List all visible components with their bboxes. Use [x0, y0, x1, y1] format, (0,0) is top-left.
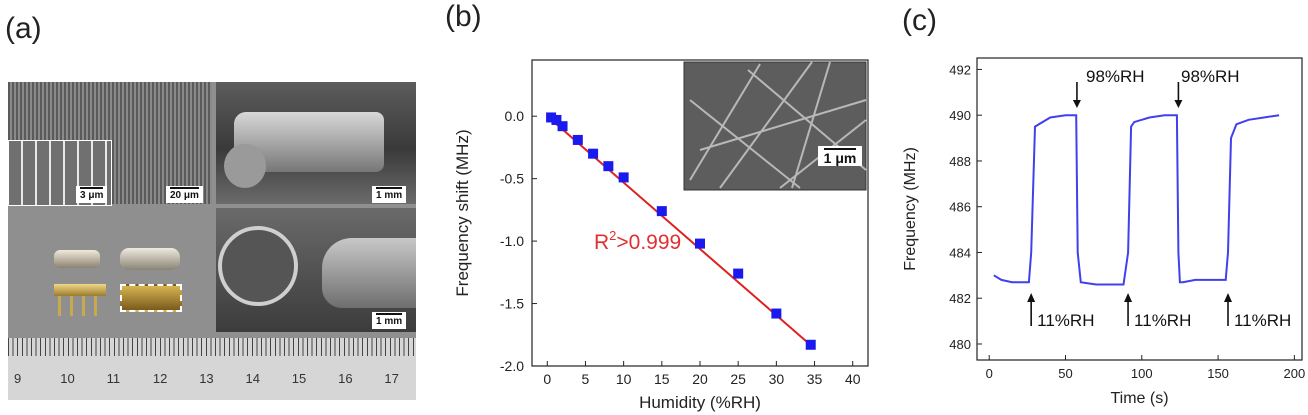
ruler-number: 12 [152, 371, 168, 386]
y-tick-label: -1.5 [500, 296, 524, 312]
data-point [546, 112, 557, 123]
ruler-number: 14 [245, 371, 260, 386]
data-point [695, 238, 705, 249]
y-tick-label: 484 [949, 245, 971, 260]
y-tick-label: 480 [949, 337, 971, 352]
x-tick-label: 30 [769, 371, 785, 387]
y-tick-label: 0.0 [505, 108, 525, 124]
x-tick-label: 20 [692, 371, 708, 387]
data-point [656, 206, 667, 217]
panel-b-label: (b) [445, 0, 482, 33]
humidity-label-top: 98%RH [1086, 67, 1145, 86]
inset-fiber [699, 99, 867, 151]
data-point [805, 339, 816, 350]
data-point [771, 308, 782, 319]
x-axis-label: Time (s) [1110, 390, 1168, 407]
y-axis-label: Frequency shift (MHz) [453, 129, 472, 296]
down-arrowhead [1072, 100, 1081, 108]
up-arrowhead [1027, 293, 1036, 302]
inset-scalebar-bg [818, 146, 862, 166]
x-tick-label: 25 [730, 371, 746, 387]
scalebar-3um: 3 μm [76, 186, 108, 203]
x-tick-label: 40 [845, 371, 861, 387]
humidity-label-bottom: 11%RH [1234, 311, 1291, 330]
chart-b-inset [683, 61, 867, 191]
x-tick-label: 10 [616, 371, 632, 387]
device-package-1 [54, 250, 100, 268]
y-tick-label: 482 [949, 291, 971, 306]
x-tick-label: 50 [1058, 366, 1072, 381]
data-point [588, 148, 599, 159]
frequency-line [993, 114, 1280, 286]
humidity-label-bottom: 11%RH [1134, 311, 1191, 330]
device-package-3 [54, 284, 106, 296]
down-arrowhead [1174, 100, 1183, 108]
y-tick-label: -2.0 [500, 358, 524, 374]
ruler-number: 16 [338, 371, 353, 386]
x-tick-label: 150 [1207, 366, 1229, 381]
ruler-number: 15 [291, 371, 307, 386]
x-tick-label: 0 [986, 366, 993, 381]
x-axis-label: Humidity (%RH) [639, 393, 761, 412]
y-tick-label: -0.5 [500, 171, 524, 187]
data-point [572, 134, 583, 145]
inset-fiber [719, 61, 813, 189]
ruler [8, 338, 416, 400]
y-tick-label: 488 [949, 154, 971, 169]
device-package-open [120, 284, 182, 312]
data-point [618, 172, 629, 183]
device-pins [58, 296, 104, 316]
x-tick-label: 200 [1284, 366, 1306, 381]
ruler-number: 17 [384, 371, 399, 386]
device-photo: 3 μm 20 μm 1 mm 1 mm [8, 82, 416, 400]
y-tick-label: 490 [949, 108, 971, 123]
inset-fiber [689, 63, 761, 181]
scalebar-20um: 20 μm [166, 186, 203, 203]
data-point [551, 114, 562, 125]
humidity-label-bottom: 11%RH [1037, 311, 1094, 330]
y-tick-label: 486 [949, 200, 971, 215]
y-tick-label: -1.0 [500, 233, 524, 249]
data-point [557, 121, 568, 132]
humidity-label-top: 98%RH [1181, 67, 1240, 86]
data-point [733, 268, 744, 279]
x-tick-label: 5 [582, 371, 590, 387]
chart-c-frame [976, 57, 1303, 361]
panel-c-label: (c) [902, 4, 937, 37]
ruler-number: 13 [199, 371, 214, 386]
scalebar-1mm-bottom: 1 mm [372, 312, 407, 329]
up-arrowhead [1124, 293, 1133, 302]
ruler-number: 11 [106, 371, 121, 386]
x-tick-label: 15 [654, 371, 670, 387]
ruler-number: 10 [60, 371, 75, 386]
scalebar-1mm-top: 1 mm [372, 186, 407, 203]
ruler-number: 9 [14, 371, 22, 386]
panel-a-label: (a) [5, 12, 42, 45]
y-tick-label: 492 [949, 62, 971, 77]
x-tick-label: 0 [543, 371, 551, 387]
x-tick-label: 35 [807, 371, 823, 387]
inset-fiber [689, 99, 801, 189]
r2-annotation: R2>0.999 [594, 228, 681, 254]
device-package-2 [120, 248, 180, 270]
x-tick-label: 100 [1131, 366, 1153, 381]
inset-scalebar-label: 1 μm [824, 150, 857, 166]
resonator-sem-image [216, 82, 416, 204]
up-arrowhead [1223, 293, 1232, 302]
y-axis-label: Frequency (MHz) [902, 147, 919, 271]
inset-fiber [791, 61, 831, 189]
data-point [603, 161, 614, 172]
